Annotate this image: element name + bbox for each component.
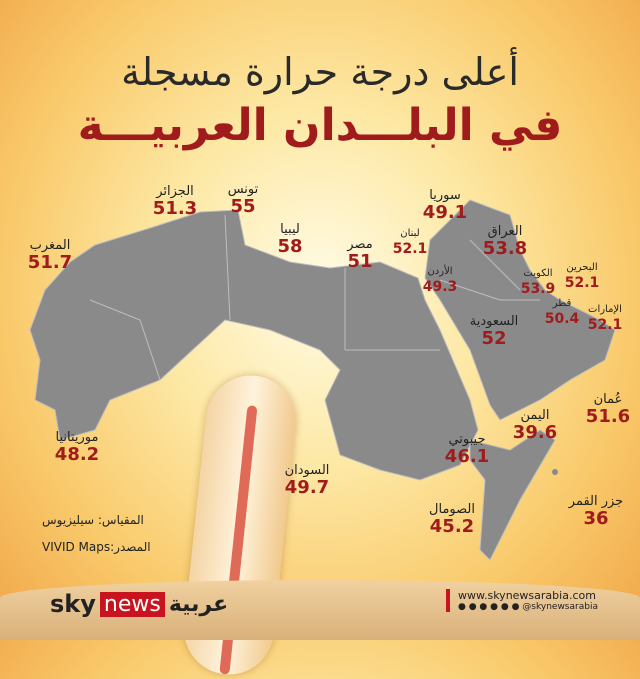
country-label-somalia: الصومال 45.2 [429,502,475,537]
social-icons: ● ● ● ● ● ● [458,602,523,612]
country-label-libya: ليبيا 58 [277,222,303,257]
arab-world-map [29,199,616,561]
title-line-2: في البلـــدان العربيـــة [77,100,563,151]
country-label-syria: سوريا 49.1 [422,188,468,223]
country-label-uae: الإمارات 52.1 [587,304,623,333]
country-label-bahrain: البحرين 52.1 [564,262,600,291]
comoros-island [552,469,558,475]
borders [89,214,540,381]
scale-note: المقياس: سيليزيوس [42,513,144,527]
title-line-1: أعلى درجة حرارة مسجلة [121,50,519,94]
country-label-tunisia: تونس 55 [227,182,259,217]
country-label-morocco: المغرب 51.7 [27,238,73,273]
country-label-sudan: السودان 49.7 [284,463,330,498]
source-note: المصدر:VIVID Maps [42,540,151,554]
country-label-djibouti: جيبوتي 46.1 [444,432,490,467]
africa-region [29,209,479,481]
country-label-mauritania: موريتانيا 48.2 [54,430,100,465]
country-label-algeria: الجزائر 51.3 [152,184,198,219]
website-url: www.skynewsarabia.com [458,589,596,602]
country-label-kuwait: الكويت 53.9 [520,268,556,297]
country-label-qatar: قطر 50.4 [544,298,580,327]
footer-contact: www.skynewsarabia.com ● ● ● ● ● ● @skyne… [446,589,598,612]
country-label-yemen: اليمن 39.6 [512,408,558,443]
country-label-saudi-arabia: السعودية 52 [469,314,519,349]
sky-news-arabia-logo: sky news عربية [50,590,229,618]
arabia-region [424,199,616,421]
horn-of-africa-region [469,429,556,561]
country-label-lebanon: لبنان 52.1 [392,228,428,257]
country-label-iraq: العراق 53.8 [482,224,528,259]
country-label-oman: عُمان 51.6 [585,392,631,427]
country-label-jordan: الأردن 49.3 [422,266,458,295]
social-handle: @skynewsarabia [522,602,598,612]
country-label-egypt: مصر 51 [347,237,373,272]
country-label-comoros: جزر القمر 36 [568,494,624,529]
